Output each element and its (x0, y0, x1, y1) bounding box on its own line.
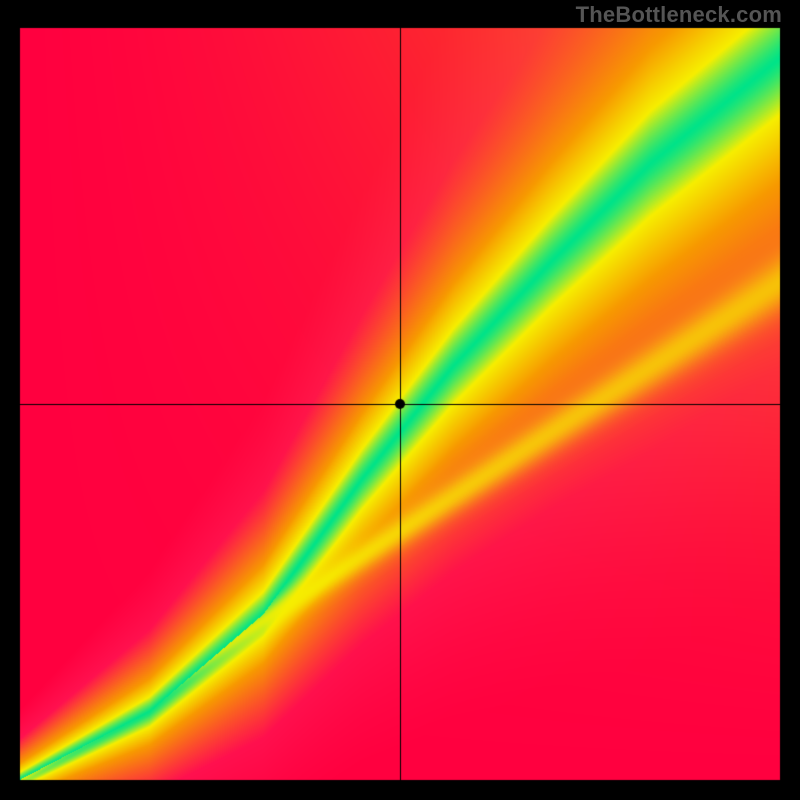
chart-container: TheBottleneck.com (0, 0, 800, 800)
bottleneck-heatmap (0, 0, 800, 800)
watermark-text: TheBottleneck.com (576, 2, 782, 28)
